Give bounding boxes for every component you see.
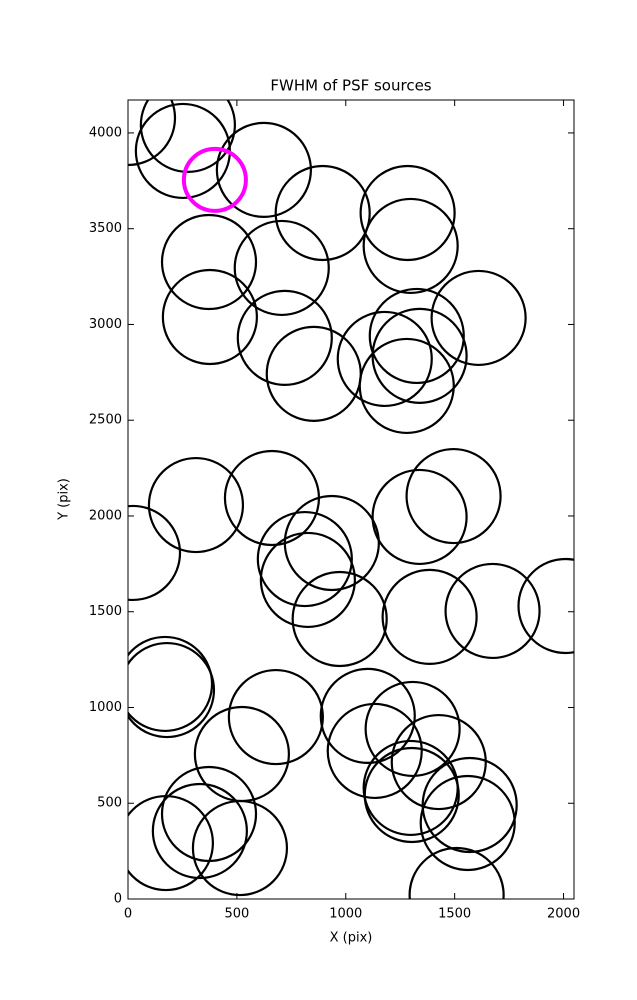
source-circle <box>326 702 423 800</box>
y-tick-label: 1000 <box>89 700 122 715</box>
source-circle <box>139 100 236 173</box>
source-circle <box>358 337 455 435</box>
x-tick-label: 1000 <box>329 907 362 922</box>
source-circle <box>421 756 518 854</box>
plot-area <box>128 100 574 899</box>
source-circle <box>390 713 487 811</box>
y-axis-label: Y (pix) <box>57 478 72 521</box>
source-circle <box>161 268 258 366</box>
axes-frame <box>127 99 575 900</box>
source-circle <box>233 219 330 317</box>
source-circle <box>408 846 505 899</box>
source-circle <box>236 289 333 386</box>
source-circle <box>405 447 502 545</box>
source-circle <box>227 668 324 766</box>
y-tick-label: 2000 <box>89 508 122 523</box>
source-circle <box>160 213 258 311</box>
source-circle <box>193 705 290 803</box>
source-circle <box>371 307 468 404</box>
source-circle <box>291 570 388 668</box>
x-tick-label: 500 <box>224 907 249 922</box>
source-circle <box>319 667 416 765</box>
source-circle <box>128 100 177 167</box>
source-circle <box>381 568 478 665</box>
source-circle <box>371 468 468 566</box>
source-circle <box>223 449 321 547</box>
chart-title: FWHM of PSF sources <box>270 77 431 95</box>
y-tick-label: 4000 <box>89 125 122 140</box>
x-tick-label: 2000 <box>547 907 580 922</box>
source-circle <box>444 562 541 660</box>
source-circle <box>419 774 516 872</box>
source-circle <box>151 782 248 880</box>
y-tick-label: 2500 <box>89 413 122 428</box>
source-circle <box>364 680 461 778</box>
y-tick-label: 0 <box>114 892 122 907</box>
y-tick-label: 1500 <box>89 604 122 619</box>
x-axis-label: X (pix) <box>330 931 373 946</box>
source-circle <box>362 739 459 837</box>
source-circle <box>430 269 527 367</box>
source-circle <box>215 121 312 219</box>
x-tick-label: 0 <box>124 907 132 922</box>
source-circle <box>368 287 465 385</box>
source-circle <box>336 310 433 408</box>
source-circle <box>363 746 460 844</box>
source-circle <box>128 635 214 733</box>
y-tick-label: 3500 <box>89 221 122 236</box>
source-circle <box>283 494 380 592</box>
source-circle <box>191 799 289 897</box>
source-circle <box>259 531 356 629</box>
source-circle <box>128 641 216 739</box>
y-tick-label: 500 <box>97 796 122 811</box>
source-circle <box>147 456 245 554</box>
source-circle <box>517 557 574 655</box>
source-circle <box>274 164 371 262</box>
source-circle <box>128 794 214 892</box>
source-circle <box>362 197 459 295</box>
x-tick-label: 1500 <box>438 907 471 922</box>
source-circle <box>256 510 353 608</box>
source-circle <box>128 504 182 602</box>
source-circle <box>359 164 456 262</box>
source-circle <box>181 146 248 213</box>
y-tick-label: 3000 <box>89 317 122 332</box>
